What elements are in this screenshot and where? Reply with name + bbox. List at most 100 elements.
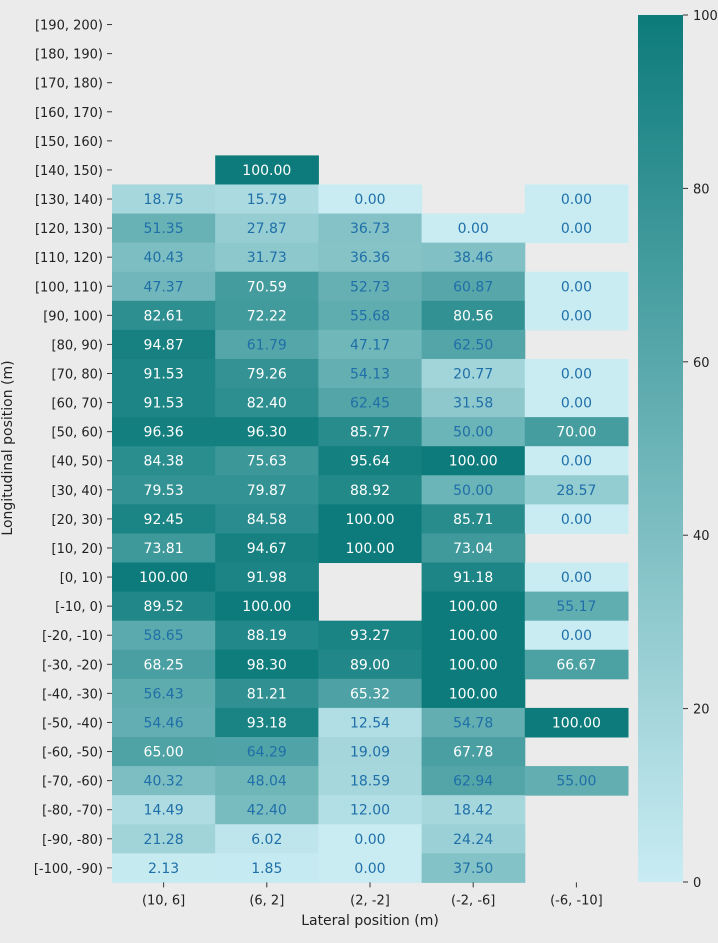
heatmap-cell xyxy=(421,242,526,273)
heatmap-cell xyxy=(215,388,319,418)
heatmap-cell xyxy=(318,446,423,476)
y-tick-label: [-50, -40) xyxy=(42,716,103,731)
heatmap-cell xyxy=(421,300,526,331)
cell-value-label: 84.38 xyxy=(144,454,184,470)
heatmap-cell xyxy=(421,475,526,505)
y-tick-label: [90, 100) xyxy=(43,309,103,324)
heatmap-cell xyxy=(215,533,319,564)
cell-value-label: 18.75 xyxy=(144,192,184,208)
heatmap-cell xyxy=(318,388,423,418)
cell-value-label: 91.53 xyxy=(144,367,184,383)
heatmap-cell xyxy=(215,649,319,680)
heatmap-cell xyxy=(421,562,526,593)
cell-value-label: 82.61 xyxy=(144,308,184,324)
cell-value-label: 0.00 xyxy=(561,192,592,208)
cell-value-label: 89.00 xyxy=(350,657,390,673)
heatmap-cell xyxy=(421,329,526,360)
cell-value-label: 18.42 xyxy=(453,803,493,819)
heatmap-cell xyxy=(524,388,629,418)
cell-value-label: 73.04 xyxy=(453,541,493,557)
heatmap-cell xyxy=(215,562,319,593)
heatmap-cell xyxy=(524,620,629,651)
heatmap-cell xyxy=(524,504,629,534)
cell-value-label: 36.73 xyxy=(350,221,390,237)
heatmap-cell xyxy=(524,707,629,738)
heatmap-cell xyxy=(318,707,423,738)
heatmap-cell xyxy=(421,358,526,389)
y-tick-label: [-80, -70) xyxy=(42,804,103,819)
y-axis-label: Longitudinal position (m) xyxy=(0,360,16,535)
cell-value-label: 65.32 xyxy=(350,686,390,702)
cell-value-label: 79.53 xyxy=(144,483,184,499)
heatmap-cell xyxy=(421,678,526,709)
cell-value-label: 80.56 xyxy=(453,308,493,324)
heatmap-cell xyxy=(215,242,319,273)
cell-value-label: 50.00 xyxy=(453,425,493,441)
cell-value-label: 88.19 xyxy=(247,628,287,644)
heatmap-cell xyxy=(215,184,319,215)
cell-value-label: 56.43 xyxy=(144,686,184,702)
heatmap-cell xyxy=(318,737,423,767)
colorbar-tick-label: 0 xyxy=(693,876,701,891)
cell-value-label: 12.00 xyxy=(350,803,390,819)
heatmap-cell xyxy=(318,475,423,505)
heatmap-cell xyxy=(112,358,216,389)
heatmap-cell xyxy=(524,591,629,622)
cell-value-label: 96.30 xyxy=(247,425,287,441)
y-tick-label: [20, 30) xyxy=(52,513,104,528)
colorbar-tick-label: 100 xyxy=(693,9,718,24)
cell-value-label: 40.32 xyxy=(144,774,184,790)
cell-value-label: 94.87 xyxy=(144,337,184,353)
cell-value-label: 0.00 xyxy=(458,221,489,237)
heatmap-cell xyxy=(215,824,319,854)
cell-value-label: 6.02 xyxy=(251,832,282,848)
heatmap-cell xyxy=(112,417,216,447)
cell-value-label: 70.59 xyxy=(247,279,287,295)
heatmap-cell xyxy=(112,504,216,534)
cell-value-label: 52.73 xyxy=(350,279,390,295)
heatmap-cell xyxy=(215,620,319,651)
y-tick-label: [30, 40) xyxy=(52,484,104,499)
heatmap-cells: 100.00 18.75 15.79 0.00 0.00 51.35 27.87 36.73 0… xyxy=(112,155,629,883)
cell-value-label: 28.57 xyxy=(556,483,596,499)
heatmap-cell xyxy=(421,271,526,302)
y-tick-label: [10, 20) xyxy=(52,542,104,557)
heatmap-cell xyxy=(215,271,319,302)
cell-value-label: 93.18 xyxy=(247,715,287,731)
cell-value-label: 0.00 xyxy=(561,396,592,412)
x-tick-label: (-6, -10] xyxy=(550,893,603,908)
heatmap-cell xyxy=(215,678,319,709)
cell-value-label: 68.25 xyxy=(144,657,184,673)
x-axis-label: Lateral position (m) xyxy=(301,913,439,929)
cell-value-label: 96.36 xyxy=(144,425,184,441)
cell-value-label: 20.77 xyxy=(453,367,493,383)
heatmap-cell xyxy=(524,213,629,244)
heatmap-cell xyxy=(318,417,423,447)
cell-value-label: 62.94 xyxy=(453,774,493,790)
heatmap-cell xyxy=(318,795,423,825)
cell-value-label: 0.00 xyxy=(561,221,592,237)
cell-value-label: 0.00 xyxy=(354,192,385,208)
cell-value-label: 94.67 xyxy=(247,541,287,557)
cell-value-label: 31.58 xyxy=(453,396,493,412)
heatmap-cell xyxy=(318,271,423,302)
heatmap-cell xyxy=(318,824,423,854)
cell-value-label: 79.26 xyxy=(247,367,287,383)
y-tick-label: [-70, -60) xyxy=(42,775,103,790)
cell-value-label: 54.46 xyxy=(144,715,184,731)
y-tick-label: [160, 170) xyxy=(35,106,103,121)
heatmap-cell xyxy=(215,853,319,883)
cell-value-label: 75.63 xyxy=(247,454,287,470)
heatmap-cell xyxy=(318,358,423,389)
cell-value-label: 67.78 xyxy=(453,745,493,761)
heatmap-cell xyxy=(524,300,629,331)
heatmap-cell xyxy=(421,824,526,854)
heatmap-cell xyxy=(215,737,319,767)
heatmap-cell xyxy=(112,475,216,505)
heatmap-cell xyxy=(112,329,216,360)
cell-value-label: 93.27 xyxy=(350,628,390,644)
cell-value-label: 0.00 xyxy=(354,861,385,877)
cell-value-label: 85.77 xyxy=(350,425,390,441)
heatmap-cell xyxy=(318,242,423,273)
cell-value-label: 0.00 xyxy=(354,832,385,848)
